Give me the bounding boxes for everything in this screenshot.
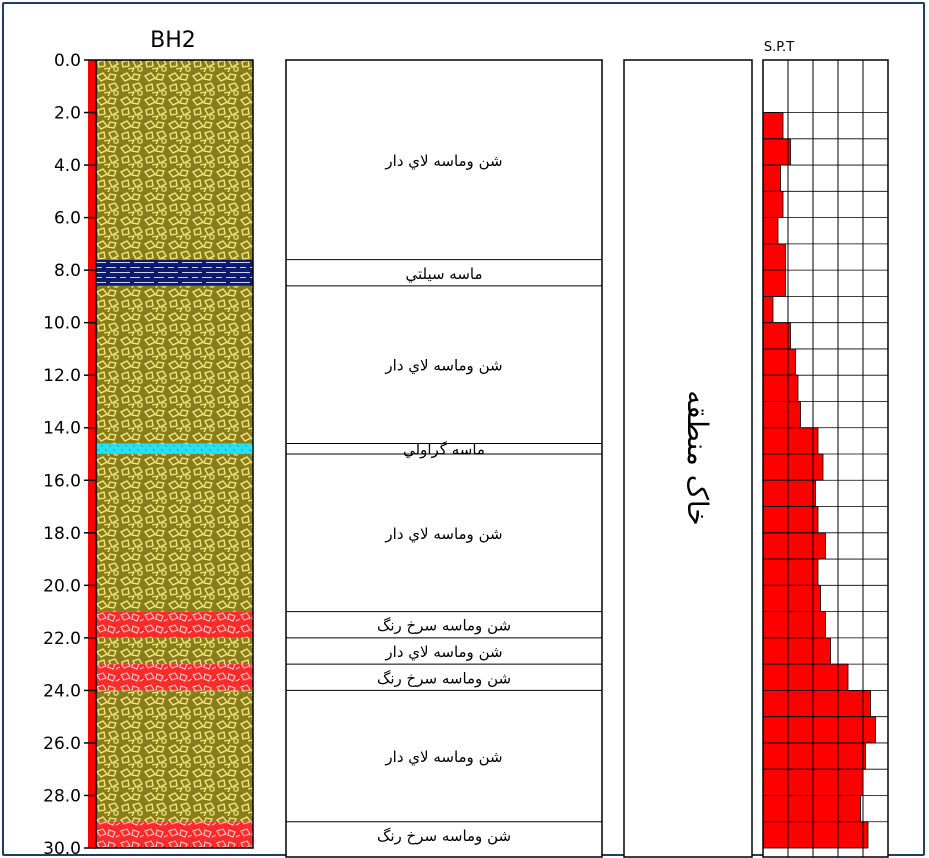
spt-bar — [762, 795, 861, 823]
water-level-bar — [88, 60, 96, 848]
layer-gravel-red — [96, 821, 253, 848]
lithology-column — [95, 59, 254, 849]
depth-tick-label: 2.0 — [54, 104, 81, 124]
depth-tick-label: 30.0 — [43, 839, 81, 858]
spt-bar — [762, 190, 784, 218]
spt-bar — [762, 453, 824, 481]
layer-gravel-olive — [96, 285, 253, 444]
spt-bar — [762, 584, 821, 612]
spt-bar — [762, 243, 786, 271]
depth-tick-label: 18.0 — [43, 524, 81, 544]
depth-tick-label: 10.0 — [43, 314, 81, 334]
layer-gravel-red — [96, 664, 253, 691]
spt-bar — [762, 401, 801, 429]
spt-bar — [762, 506, 819, 534]
depth-tick-label: 26.0 — [43, 734, 81, 754]
spt-chart — [762, 59, 889, 858]
spt-bar — [762, 269, 786, 297]
depth-tick-label: 24.0 — [43, 681, 81, 701]
depth-axis: 0.0 2.0 4.0 6.0 8.0 10.0 12.0 14.0 16.0 18.0 20.0 2… — [43, 51, 100, 858]
spt-bar — [762, 821, 869, 849]
layer-description: شن وماسه لاي دار — [384, 643, 502, 662]
layer-gravel-olive — [96, 454, 253, 612]
layer-gravel-red — [96, 611, 253, 638]
layer-description: ماسه سيلتي — [405, 265, 482, 284]
description-box — [285, 59, 603, 858]
spt-bar — [762, 427, 819, 455]
spt-bar — [762, 112, 784, 140]
depth-tick-label: 6.0 — [54, 209, 81, 229]
spt-bar — [762, 322, 791, 350]
soil-region-label: خاک منطقه — [681, 390, 714, 525]
depth-tick-label: 0.0 — [54, 51, 81, 71]
spt-bar — [762, 716, 876, 744]
layer-description: شن وماسه لاي دار — [384, 357, 502, 376]
layer-gravel-olive — [96, 60, 253, 260]
spt-bar — [762, 374, 799, 402]
spt-bar — [762, 558, 819, 586]
layer-description: شن وماسه سرخ رنگ — [377, 617, 511, 635]
layer-silt-blue — [96, 259, 253, 286]
soil-region-column: خاک منطقه — [623, 59, 753, 858]
spt-bar — [762, 532, 826, 560]
layer-description: شن وماسه لاي دار — [384, 525, 502, 544]
spt-bar — [762, 348, 796, 376]
spt-bar — [762, 690, 871, 718]
lithology-border — [95, 59, 254, 849]
borehole-title: BH2 — [150, 28, 196, 53]
spt-bar — [762, 479, 816, 507]
spt-bar — [762, 742, 866, 770]
spt-bar — [762, 637, 831, 665]
description-column: شن وماسه لاي دار ماسه سيلتي شن وماسه لاي د… — [285, 59, 603, 858]
layer-description: شن وماسه لاي دار — [384, 152, 502, 171]
depth-tick-label: 8.0 — [54, 261, 81, 281]
soil-region-box — [623, 59, 753, 858]
depth-tick-label: 12.0 — [43, 366, 81, 386]
depth-tick-label: 28.0 — [43, 786, 81, 806]
spt-bar — [762, 611, 826, 639]
spt-border — [762, 59, 889, 858]
layer-gravel-olive — [96, 637, 253, 665]
spt-title: S.P.T — [764, 40, 794, 55]
layer-sand-cyan — [96, 443, 253, 454]
layer-description: شن وماسه لاي دار — [384, 748, 502, 767]
spt-bar — [762, 164, 781, 192]
layer-description: ماسه گراولي — [403, 441, 485, 460]
spt-bar — [762, 138, 791, 166]
spt-bar — [762, 217, 779, 245]
spt-bar — [762, 295, 774, 324]
layer-description: شن وماسه سرخ رنگ — [377, 827, 511, 845]
layer-description: شن وماسه سرخ رنگ — [377, 669, 511, 687]
depth-tick-label: 16.0 — [43, 471, 81, 491]
layer-gravel-olive — [96, 690, 253, 822]
spt-bar — [762, 663, 849, 691]
depth-tick-label: 4.0 — [54, 156, 81, 176]
depth-tick-label: 14.0 — [43, 419, 81, 439]
depth-tick-label: 20.0 — [43, 576, 81, 596]
depth-tick-label: 22.0 — [43, 629, 81, 649]
